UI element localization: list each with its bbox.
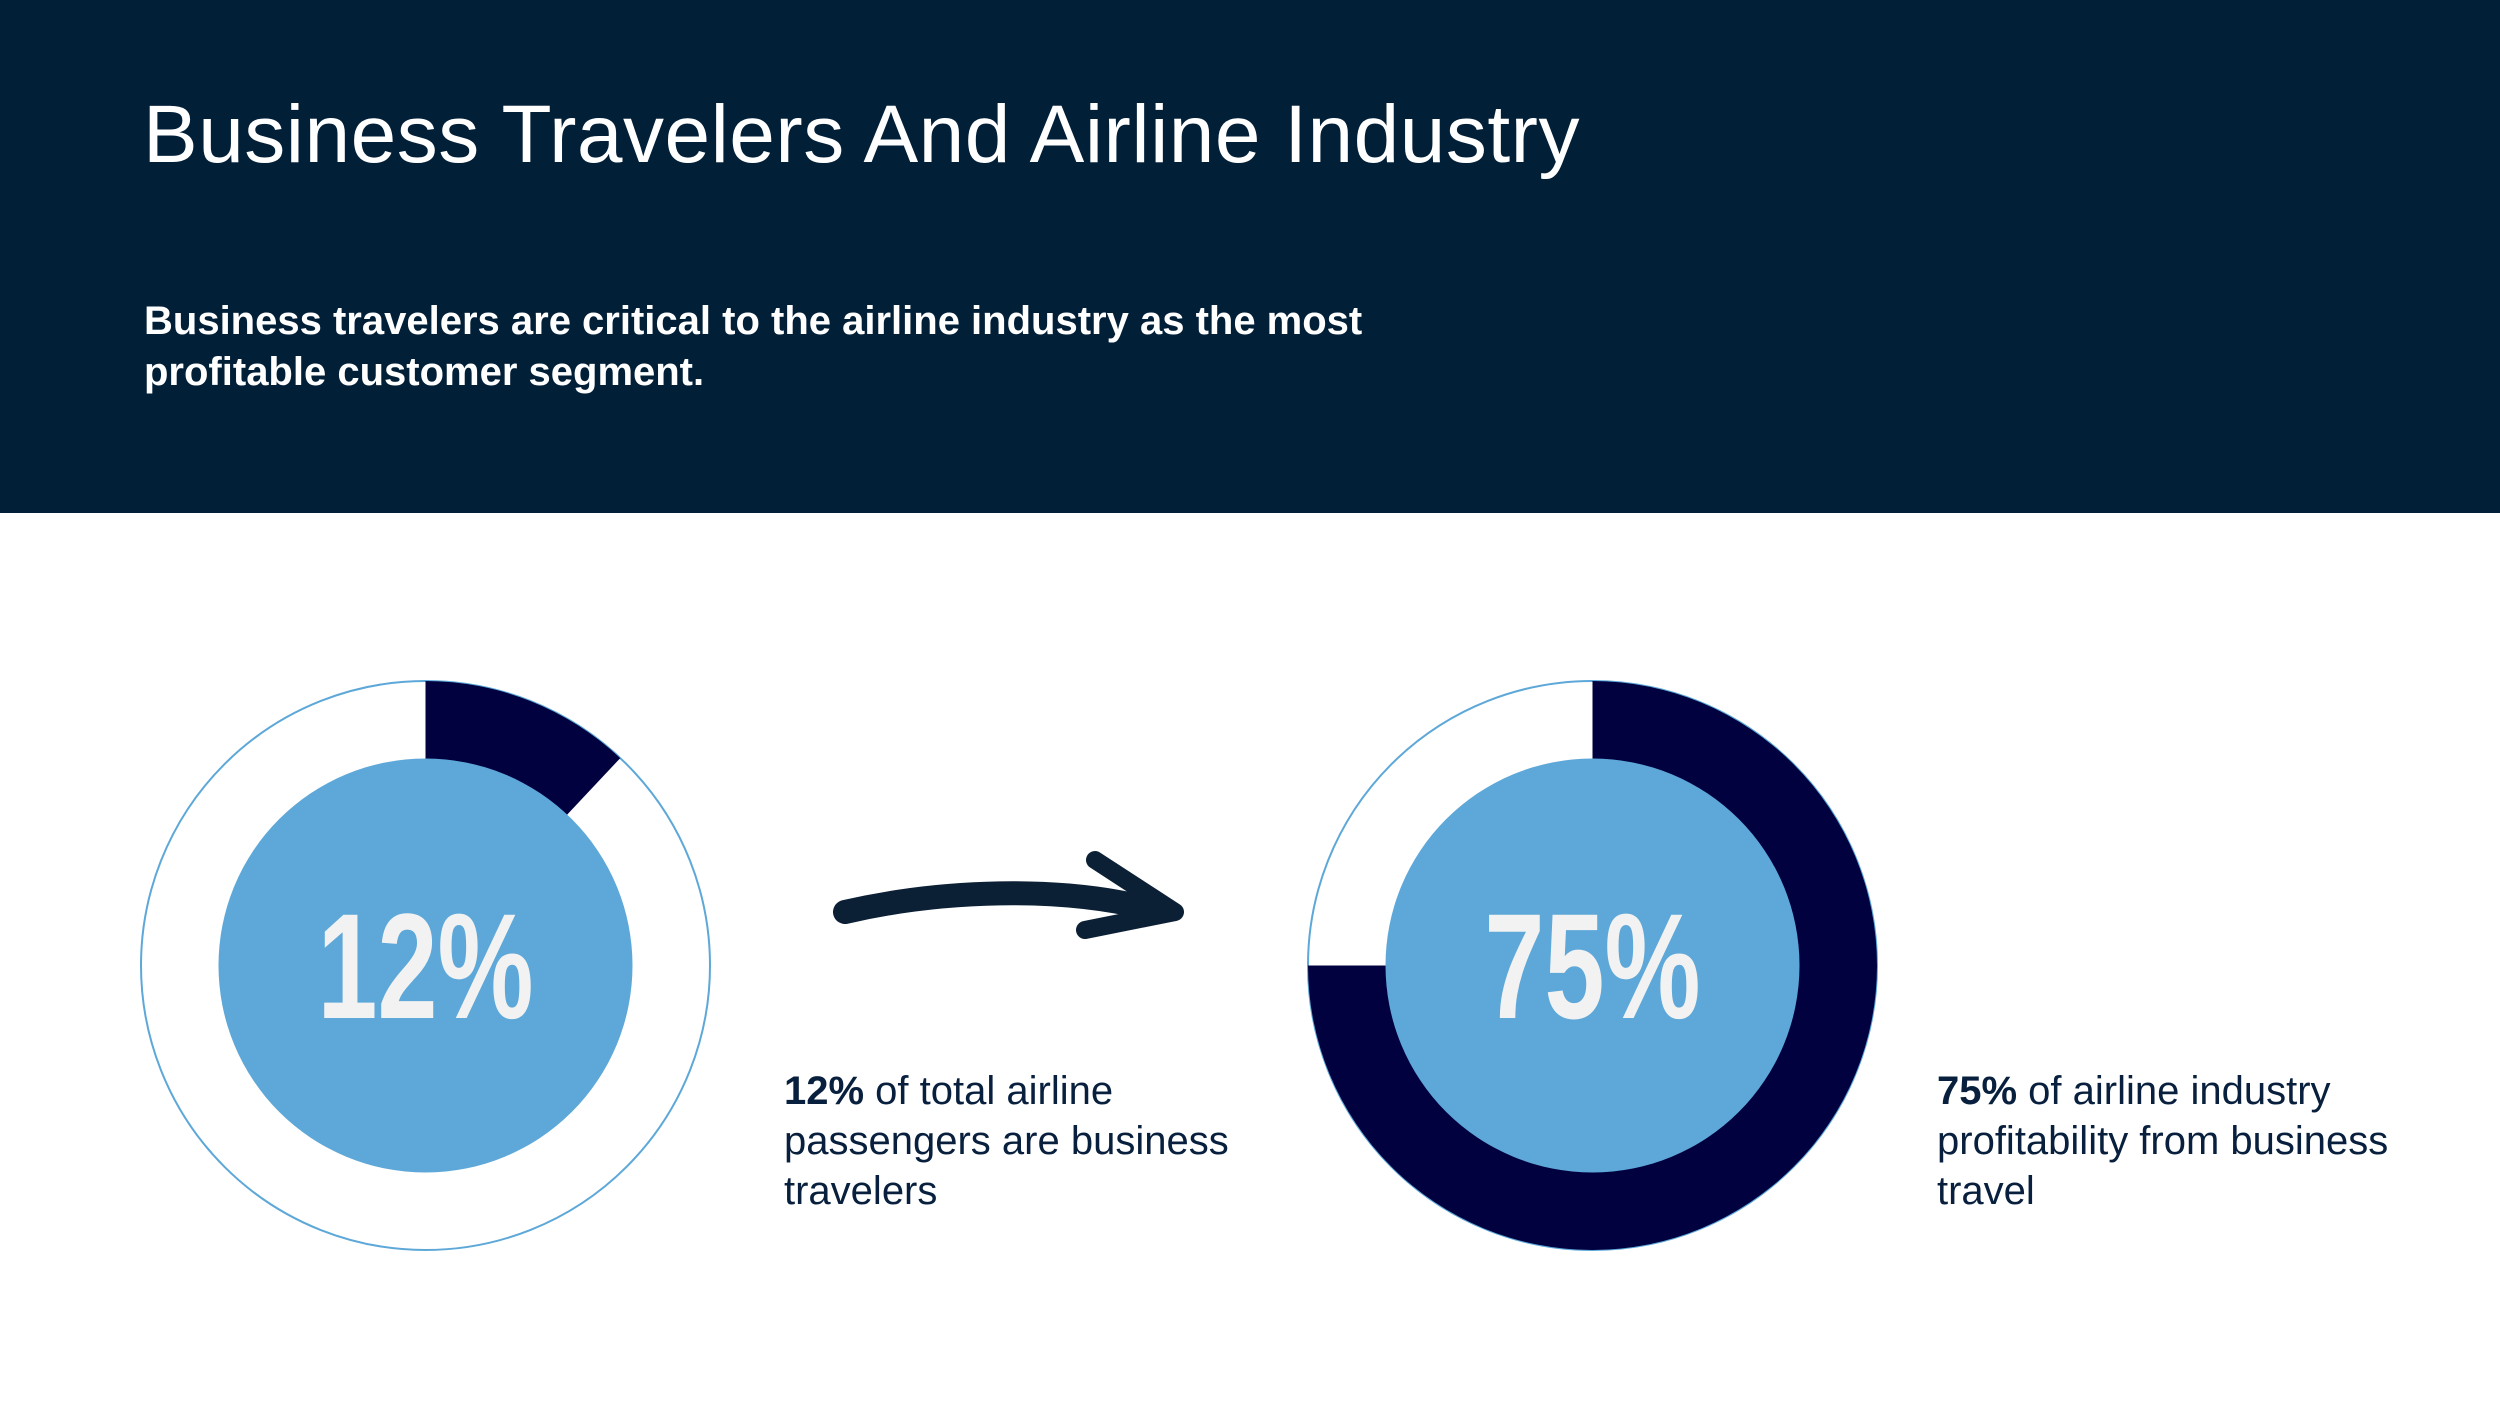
stat-caption-passengers: 12% of total airline passengers are busi… (784, 1066, 1304, 1216)
curved-arrow-right-icon (833, 851, 1184, 939)
donut-inner-circle (218, 758, 633, 1173)
donut-chart-profitability: 75% (1307, 680, 1878, 1251)
page-subtitle: Business travelers are critical to the a… (144, 299, 1363, 394)
stat-caption-profitability: 75% of airline industry profitability fr… (1937, 1066, 2457, 1216)
stat-description: of total airline passengers are business… (784, 1069, 1229, 1213)
stat-description: of airline industry profitability from b… (1937, 1069, 2389, 1213)
donut-chart-passengers: 12% (140, 680, 711, 1251)
stat-value: 75% (1937, 1069, 2018, 1113)
donut-center-label: 12% (317, 883, 533, 1051)
donut-center-label: 75% (1484, 883, 1700, 1051)
page-title: Business Travelers And Airline Industry (143, 89, 1580, 180)
header-banner: Business Travelers And Airline Industry … (0, 0, 2500, 513)
stat-value: 12% (784, 1069, 865, 1113)
donut-inner-circle (1385, 758, 1800, 1173)
